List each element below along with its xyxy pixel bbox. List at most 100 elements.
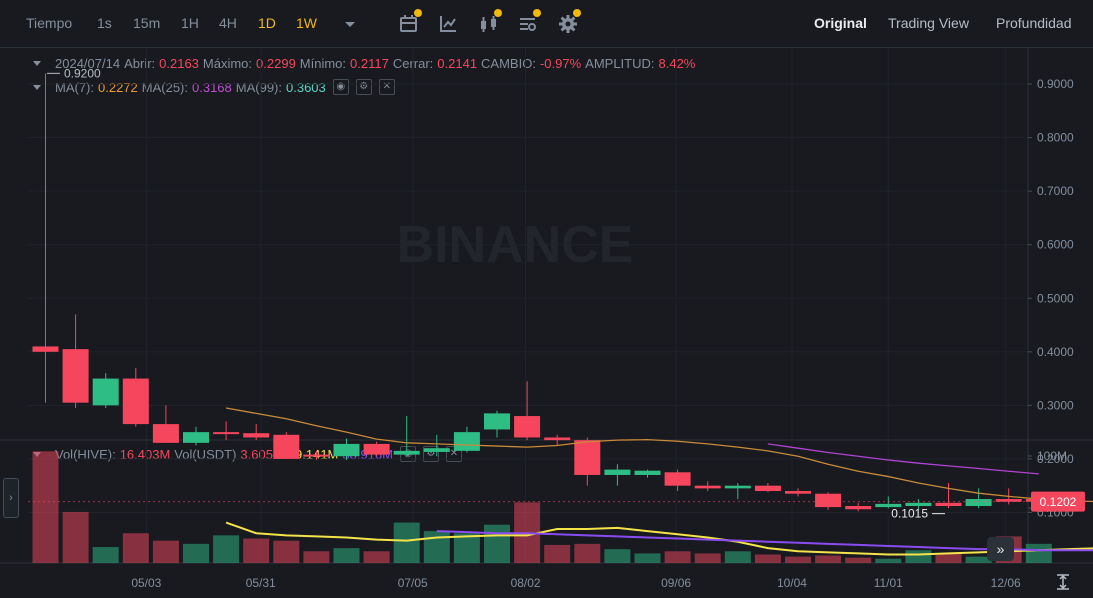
y-tick-label: 0.8000 — [1037, 131, 1074, 145]
volume-bar — [875, 558, 902, 563]
candle — [122, 378, 149, 425]
candles — [32, 73, 1052, 512]
interval-1h-button[interactable]: 1H — [181, 15, 199, 31]
axis-scale-icon[interactable] — [1055, 573, 1071, 591]
vol-usdt-label: Vol(USDT) — [174, 446, 237, 462]
candle — [213, 432, 240, 435]
volume-bar — [423, 531, 450, 563]
candle — [92, 378, 119, 406]
volume-bar — [965, 556, 992, 563]
volume-bar — [935, 553, 962, 563]
candle — [664, 472, 691, 486]
volume-bars — [32, 451, 1052, 563]
settings-icon[interactable]: ⚙ — [355, 79, 372, 95]
y-tick-label: 0.6000 — [1037, 238, 1074, 252]
candle — [694, 485, 721, 489]
volume-bar — [243, 538, 270, 563]
interval-1w-button[interactable]: 1W — [296, 15, 317, 31]
volume-bar — [785, 556, 811, 563]
candle — [965, 499, 992, 507]
close-icon[interactable]: ✕ — [378, 79, 395, 95]
x-tick-label: 09/06 — [661, 576, 691, 590]
moving-average-lines — [225, 407, 1093, 503]
candle — [905, 502, 932, 507]
ma-legend: MA(7): 0.2272 MA(25): 0.3168 MA(99): 0.3… — [33, 79, 395, 95]
view-original-tab[interactable]: Original — [814, 15, 867, 31]
volume-ma-line — [225, 521, 1093, 556]
x-tick-label: 05/03 — [131, 576, 161, 590]
candle — [333, 443, 360, 457]
ohlc-open-label: Abrir: — [124, 56, 156, 71]
x-tick-label: 07/05 — [398, 576, 428, 590]
volume-bar — [152, 540, 179, 563]
interval-15m-button[interactable]: 15m — [133, 15, 161, 31]
ohlc-open-value: 0.2163 — [159, 56, 199, 71]
volume-bar — [393, 522, 420, 563]
volume-bar — [905, 550, 932, 563]
settings-icon[interactable]: ⚙ — [422, 446, 439, 462]
line-chart-icon[interactable] — [437, 12, 461, 36]
view-depth-tab[interactable]: Profundidad — [996, 15, 1072, 31]
scroll-to-latest-button[interactable]: » — [987, 537, 1014, 561]
y-tick-label: 0.5000 — [1037, 291, 1074, 305]
collapse-triangle-icon[interactable] — [33, 84, 41, 90]
settings-list-icon[interactable] — [516, 9, 541, 36]
view-tradingview-tab[interactable]: Trading View — [888, 15, 969, 31]
eye-icon[interactable]: ◉ — [332, 79, 349, 95]
ohlc-change-label: CAMBIO: — [481, 56, 536, 71]
interval-1s-button[interactable]: 1s — [97, 15, 112, 31]
candle — [62, 349, 89, 403]
volume-bar — [333, 548, 360, 563]
ohlc-change-value: -0.97% — [539, 56, 582, 71]
x-tick-label: 05/31 — [246, 576, 276, 590]
volume-bar — [845, 557, 872, 563]
candle — [183, 432, 209, 443]
volume-bar — [32, 451, 59, 563]
x-tick-label: 10/04 — [777, 576, 807, 590]
volume-bar — [815, 555, 842, 563]
volume-bar — [62, 511, 89, 563]
candles-icon[interactable] — [477, 9, 502, 36]
y-tick-label: 0.2000 — [1037, 452, 1074, 466]
chevron-down-icon[interactable] — [338, 12, 362, 36]
collapse-triangle-icon[interactable] — [33, 61, 41, 66]
ohlc-low-label: Mínimo: — [299, 56, 347, 71]
candle — [273, 434, 300, 459]
binance-watermark: BINANCE — [397, 216, 634, 274]
vol-ma1-value: 39.141M — [287, 446, 339, 462]
candle — [724, 485, 751, 489]
candle — [995, 499, 1022, 502]
volume-bar — [634, 553, 661, 563]
axes: 0.9000 0.8000 0.7000 0.6000 0.5000 0.4000 0.30… — [131, 77, 1074, 590]
indicator-calendar-icon[interactable] — [397, 9, 422, 36]
candle — [634, 470, 661, 475]
sidebar-toggle-button[interactable]: › — [3, 478, 19, 518]
candle — [303, 454, 330, 457]
interval-4h-button[interactable]: 4H — [219, 15, 237, 31]
vol-usdt-value: 3.605M — [240, 446, 284, 462]
ohlc-legend: 2024/07/14 Abrir: 0.2163 Máximo: 0.2299 … — [33, 56, 695, 71]
volume-bar — [183, 543, 209, 563]
volume-bar — [303, 551, 330, 563]
gear-icon[interactable] — [556, 9, 581, 36]
y-tick-label: 0.9000 — [1037, 77, 1074, 91]
interval-time-button[interactable]: Tiempo — [26, 15, 73, 31]
volume-bar — [664, 551, 691, 563]
vol-hive-label: Vol(HIVE): — [55, 446, 116, 462]
y-tick-label: 0.3000 — [1037, 398, 1074, 412]
interval-1d-button[interactable]: 1D — [258, 15, 276, 31]
ma-line — [767, 443, 1039, 475]
candle — [152, 424, 179, 443]
volume-bar — [544, 544, 571, 563]
last-price-badge — [1031, 491, 1085, 512]
volume-bar — [754, 554, 781, 563]
candle — [815, 493, 842, 508]
max-price-label: 0.9200 — [64, 66, 101, 80]
last-price-label: 0.1202 — [1040, 495, 1077, 509]
ohlc-range-value: 8.42% — [658, 56, 696, 71]
candle — [875, 503, 902, 508]
volume-bar — [574, 543, 601, 563]
candle — [393, 450, 420, 455]
min-price-label: 0.1015 — [891, 507, 928, 521]
